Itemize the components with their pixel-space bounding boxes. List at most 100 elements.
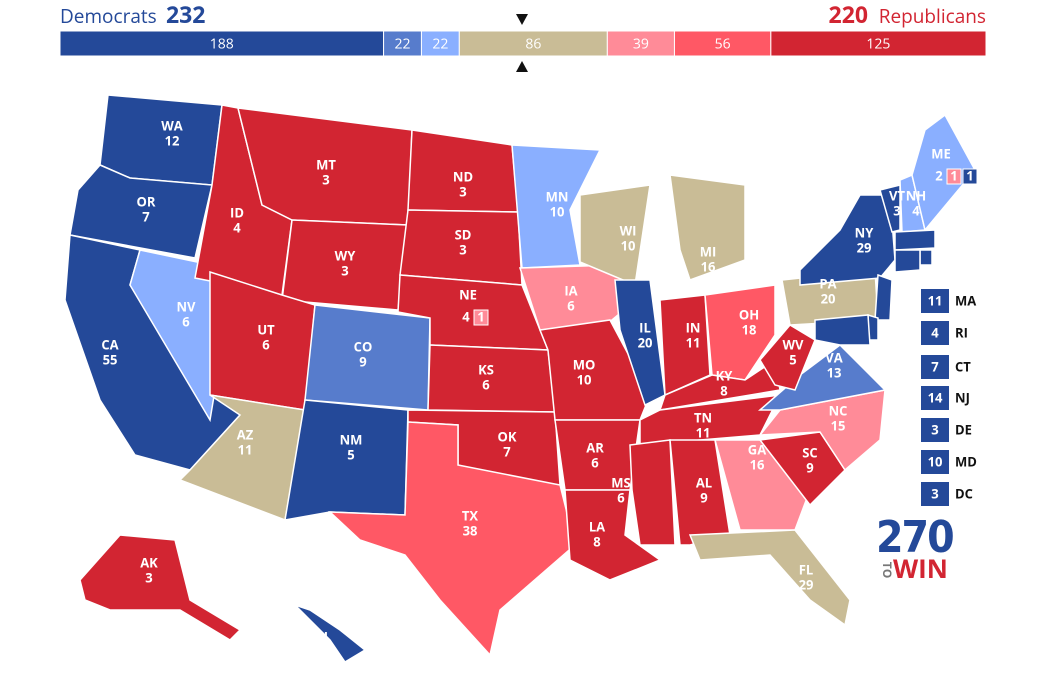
state-votes: 10 [550, 202, 565, 220]
inset-abbr: MA [955, 291, 976, 309]
state-votes: 3 [322, 170, 329, 188]
state-votes: 6 [182, 312, 190, 330]
state-abbr: WY [335, 246, 357, 264]
state-votes: 6 [617, 488, 625, 506]
bar-segment [420, 30, 460, 57]
state-abbr: KS [478, 360, 494, 378]
inset-votes: 4 [931, 323, 939, 341]
district-box [962, 168, 978, 185]
segment-label: 22 [395, 34, 411, 53]
state-votes: 38 [463, 521, 478, 539]
state-votes: 6 [262, 335, 270, 353]
bar-segment [59, 30, 385, 57]
state-shape [799, 194, 896, 286]
inset-box [921, 482, 949, 506]
segment-label: 39 [633, 34, 649, 53]
state-abbr: NC [829, 401, 848, 419]
state-votes: 7 [503, 442, 511, 460]
state-abbr: SC [802, 443, 817, 461]
state-abbr: FL [799, 560, 813, 578]
state-abbr: VA [825, 348, 842, 366]
state-shape [879, 184, 901, 233]
midpoint-arrow [516, 14, 528, 25]
state-abbr: OR [137, 192, 156, 210]
inset-votes: 11 [928, 291, 943, 309]
state-labels: WA12OR7CA55NV6ID4MT3WY3UT6AZ11CO9NM5ND3S… [101, 116, 978, 660]
state-votes: 5 [347, 445, 354, 463]
state-abbr: NH [906, 186, 927, 204]
state-votes: 11 [238, 440, 253, 458]
state-shape [894, 249, 921, 273]
state-abbr: MI [700, 242, 717, 260]
state-abbr: GA [748, 440, 766, 458]
inset-votes: 7 [931, 357, 939, 375]
state-votes: 4 [912, 201, 920, 219]
segment-label: 188 [210, 34, 234, 53]
state-shape [919, 249, 933, 266]
inset-box [921, 418, 949, 442]
state-abbr: NM [340, 430, 363, 448]
segment-label: 22 [432, 34, 448, 53]
state-abbr: HI [314, 627, 328, 645]
state-votes: 5 [789, 350, 796, 368]
state-votes: 20 [821, 289, 836, 307]
state-shape [304, 304, 431, 411]
state-abbr: CA [101, 335, 118, 353]
bar-segment [673, 30, 772, 57]
state-abbr: AL [696, 473, 712, 491]
inset-box [921, 450, 949, 474]
state-abbr: WI [620, 221, 637, 239]
state-votes: 8 [720, 381, 727, 399]
district-votes: 1 [477, 307, 484, 325]
state-abbr: WV [782, 335, 804, 353]
state-votes: 16 [701, 257, 716, 275]
state-votes: 29 [799, 575, 814, 593]
dem-label: Democrats [60, 3, 157, 29]
state-shape [511, 144, 602, 269]
dem-total: 232 [166, 0, 205, 30]
inset-abbr: CT [955, 357, 971, 375]
midpoint-arrow [516, 61, 528, 72]
district-votes: 1 [950, 166, 957, 184]
state-shape [614, 279, 666, 407]
state-abbr: MT [316, 155, 336, 173]
state-abbr: MO [573, 355, 596, 373]
district-box [946, 168, 962, 185]
state-abbr: AZ [237, 425, 254, 443]
inset-box [921, 355, 949, 379]
state-abbr: MN [546, 187, 569, 205]
logo-win: WIN [893, 550, 948, 586]
state-abbr: NV [176, 297, 196, 315]
state-votes: 55 [103, 350, 118, 368]
inset-abbr: DC [955, 484, 973, 502]
state-abbr: IN [686, 318, 701, 336]
state-votes: 15 [831, 416, 846, 434]
inset-abbr: DE [955, 420, 972, 438]
inset-votes: 10 [928, 452, 943, 470]
state-votes: 10 [621, 236, 636, 254]
state-abbr: IL [639, 318, 651, 336]
state-abbr: SD [455, 225, 472, 243]
inset-abbr: RI [955, 323, 968, 341]
state-abbr: UT [257, 320, 275, 338]
state-votes: 4 [462, 307, 470, 325]
state-shape [894, 229, 936, 251]
state-votes: 10 [577, 370, 592, 388]
state-abbr: NY [855, 223, 875, 241]
bar-segment [770, 30, 987, 57]
state-shape [629, 439, 676, 546]
logo-number: 270 [876, 512, 953, 563]
state-votes: 3 [459, 240, 466, 258]
state-abbr: TN [694, 408, 712, 426]
inset-votes: 3 [931, 420, 938, 438]
state-shape [427, 344, 556, 413]
state-shape [759, 324, 816, 391]
state-abbr: CO [354, 337, 373, 355]
state-abbr: KY [716, 366, 734, 384]
state-votes: 8 [593, 532, 600, 550]
state-abbr: VT [889, 186, 905, 204]
district-votes: 1 [966, 166, 973, 184]
state-shape [911, 113, 976, 232]
